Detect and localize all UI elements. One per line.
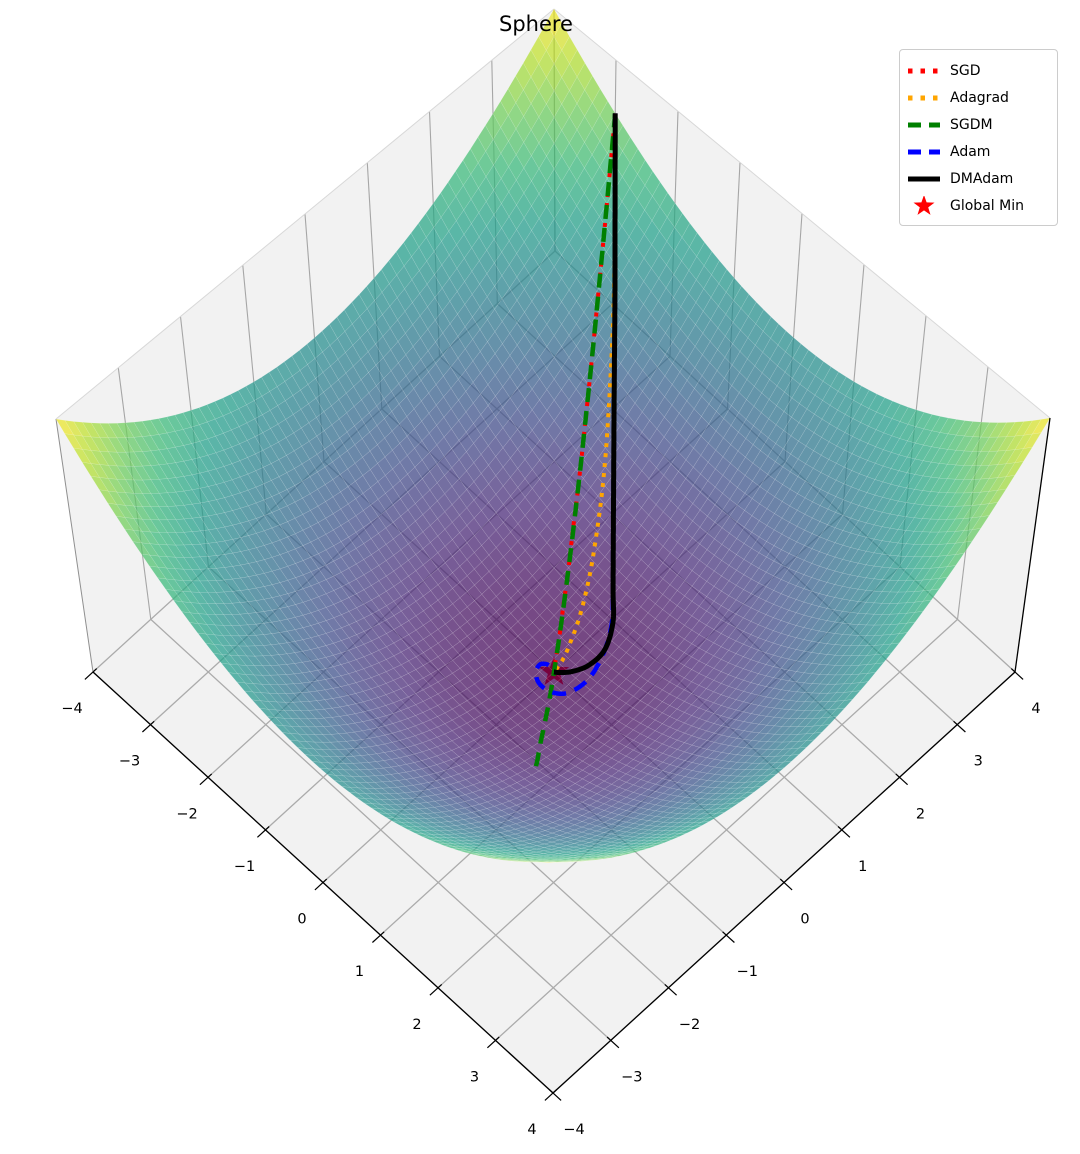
legend-item-global-min: Global Min: [907, 192, 1049, 219]
x-tick-label: −4: [61, 701, 82, 717]
y-tick: [953, 720, 966, 733]
legend-item-sgd: SGD: [907, 57, 1049, 84]
y-tick-label: −1: [737, 964, 758, 980]
legend-item-sgdm: SGDM: [907, 111, 1049, 138]
x-tick: [429, 983, 443, 996]
x-tick: [371, 931, 385, 943]
x-tick-label: −1: [234, 859, 255, 875]
legend-item-dmadam: DMAdam: [907, 165, 1049, 192]
legend-sample-dashed: [908, 122, 940, 127]
legend: SGD Adagrad SGDM Adam DMAdam Global Min: [899, 49, 1058, 226]
y-tick-label: 2: [916, 806, 925, 822]
x-tick-label: 1: [355, 964, 364, 980]
trajectory-sgdm: [532, 113, 618, 772]
y-tick-label: −3: [621, 1069, 642, 1085]
x-tick: [141, 720, 155, 733]
x-tick: [256, 826, 270, 838]
x-tick-label: 0: [297, 912, 306, 928]
legend-label: Adam: [950, 143, 991, 160]
legend-label: SGD: [950, 62, 981, 79]
x-tick: [199, 773, 213, 786]
y-tick-label: 0: [800, 912, 809, 928]
legend-sample-solid: [908, 176, 940, 181]
floor-gridline-x: [495, 618, 958, 1041]
y-tick: [779, 878, 793, 891]
y-tick-label: 1: [858, 859, 867, 875]
legend-sample-dashed: [908, 149, 940, 154]
x-tick: [84, 668, 98, 680]
y-tick-label: −4: [563, 1122, 584, 1138]
legend-label: SGDM: [950, 116, 993, 133]
x-tick-label: 4: [527, 1122, 536, 1138]
legend-label: DMAdam: [950, 170, 1014, 187]
trajectory-dmadam: [551, 113, 618, 675]
y-tick: [837, 826, 851, 838]
y-tick-label: 3: [974, 754, 983, 770]
x-tick: [486, 1036, 500, 1049]
legend-sample-star: [913, 195, 935, 215]
y-tick: [1010, 668, 1024, 680]
x-tick-label: 3: [470, 1069, 479, 1085]
legend-label: Global Min: [950, 197, 1024, 214]
y-tick-label: 4: [1031, 701, 1040, 717]
left-corner-edge: [55, 418, 94, 673]
right-wall-top-edge: [553, 8, 1051, 419]
legend-sample-dotted: [908, 95, 940, 100]
x-tick: [544, 1089, 558, 1101]
legend-item-adagrad: Adagrad: [907, 84, 1049, 111]
x-tick-label: −2: [176, 806, 197, 822]
y-tick: [664, 983, 678, 996]
legend-sample-dotted: [908, 68, 940, 73]
legend-label: Adagrad: [950, 89, 1009, 106]
y-tick: [606, 1036, 620, 1049]
chart-title: Sphere: [499, 12, 573, 36]
z-axis-spine: [1014, 417, 1051, 673]
y-tick: [722, 931, 735, 943]
x-tick: [314, 878, 328, 891]
y-tick: [548, 1089, 562, 1101]
y-tick: [895, 773, 909, 786]
left-wall-top-edge: [55, 8, 555, 420]
y-tick-label: −2: [679, 1017, 700, 1033]
x-tick-label: 2: [412, 1017, 421, 1033]
surface-mesh: [55, 8, 1051, 863]
legend-item-adam: Adam: [907, 138, 1049, 165]
x-tick-label: −3: [119, 754, 140, 770]
